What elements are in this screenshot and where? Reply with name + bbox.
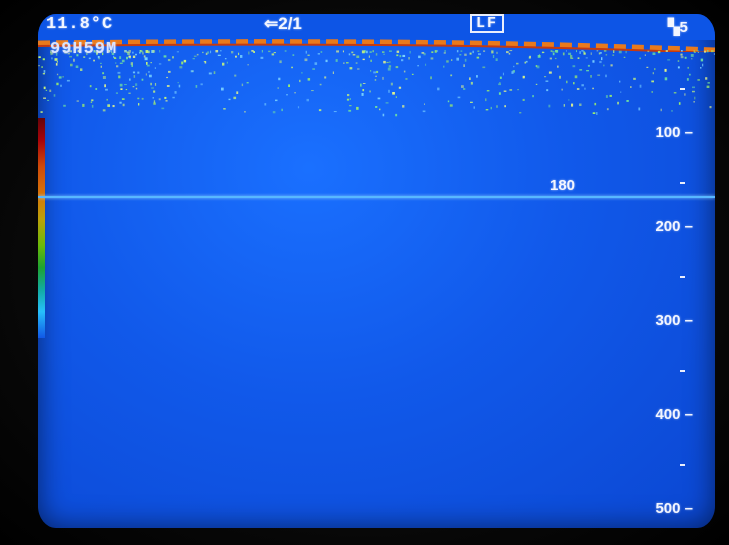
depth-scale-label: 400 – <box>655 406 693 423</box>
depth-marker-line <box>38 196 715 198</box>
depth-marker-value: 180 <box>550 177 576 194</box>
gain-value: 5 <box>679 19 688 36</box>
depth-scale-label: 100 – <box>655 124 693 141</box>
gain-indicator: ▚5 <box>668 18 688 36</box>
depth-scale-label: 200 – <box>655 218 693 235</box>
elapsed-timer: 99H59M <box>50 40 118 59</box>
depth-minor-tick <box>680 370 685 372</box>
status-bar <box>38 14 715 40</box>
depth-minor-tick <box>680 276 685 278</box>
depth-minor-tick <box>680 464 685 466</box>
depth-scale-label: 500 – <box>655 500 693 517</box>
surface-echo-line <box>38 39 715 52</box>
color-scale-bar <box>38 118 45 338</box>
depth-minor-tick <box>680 88 685 90</box>
depth-minor-tick <box>680 182 685 184</box>
echo-clutter <box>38 50 715 117</box>
signal-icon: ▚ <box>668 19 680 36</box>
sonar-screen: 11.8°C ⇐2/1 LF ▚5 99H59M 180 100 – 200 – 3… <box>38 14 715 528</box>
range-mode-indicator: ⇐2/1 <box>264 14 302 33</box>
frequency-indicator: LF <box>470 14 505 33</box>
water-temperature: 11.8°C <box>46 15 114 34</box>
depth-scale-label: 300 – <box>655 312 693 329</box>
